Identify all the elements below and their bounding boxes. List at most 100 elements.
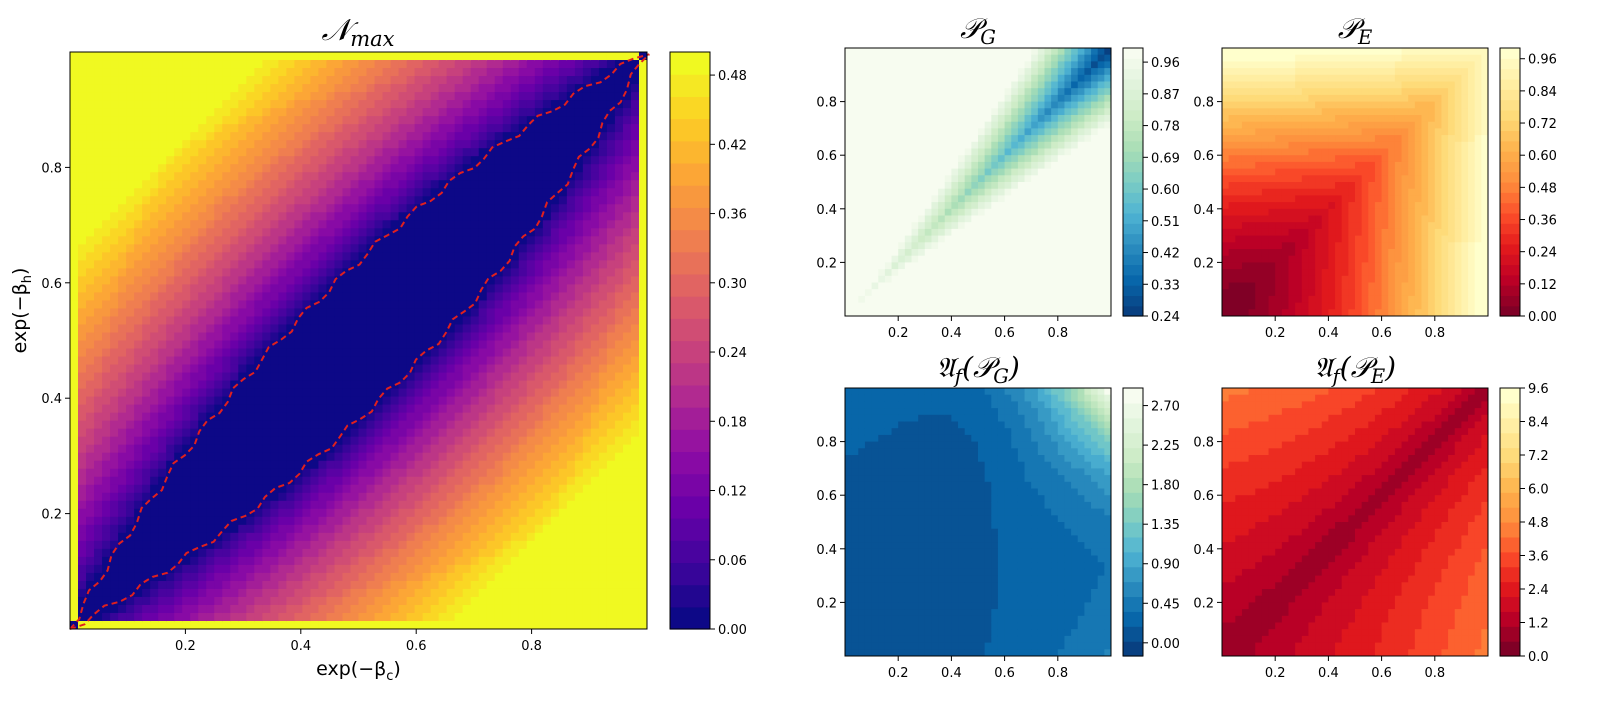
heatmap-cell [310,196,320,205]
heatmap-cell [142,492,151,502]
heatmap-cell [238,252,247,261]
heatmap-cell [478,564,488,574]
heatmap-cell [142,380,151,390]
heatmap-cell [310,460,320,470]
heatmap-cell [150,500,159,510]
heatmap-cell [134,260,143,269]
heatmap-cell [238,76,247,85]
heatmap-cell [462,412,472,422]
heatmap-cell [614,508,624,518]
heatmap-cell [126,364,135,374]
heatmap-cell [510,508,520,518]
heatmap-cell [286,164,295,173]
heatmap-cell [502,532,512,542]
heatmap-cell [254,124,263,133]
heatmap-cell [598,260,608,269]
heatmap-cell [326,92,336,101]
heatmap-cell [422,140,432,149]
heatmap-cell [310,116,320,125]
heatmap-cell [510,524,520,534]
heatmap-cell [406,476,416,486]
heatmap-cell [174,532,183,542]
heatmap-cell [606,444,616,454]
heatmap-cell [94,220,103,229]
heatmap-cell [398,396,408,406]
heatmap-cell [238,68,247,77]
heatmap-cell [606,500,616,510]
heatmap-cell [238,492,247,502]
heatmap-cell [262,524,271,534]
heatmap-cell [574,212,584,221]
heatmap-cell [438,324,448,334]
heatmap-cell [110,156,119,165]
heatmap-cell [454,396,464,406]
heatmap-cell [382,332,392,342]
heatmap-cell [302,404,312,414]
heatmap-cell [182,52,191,61]
heatmap-cell [350,100,360,109]
heatmap-cell [342,380,352,390]
heatmap-cell [126,540,135,550]
heatmap-cell [294,180,303,189]
heatmap-cell [238,524,247,534]
heatmap-cell [534,412,544,422]
heatmap-cell [574,556,584,566]
heatmap-cell [142,108,151,117]
heatmap-cell [414,140,424,149]
heatmap-cell [166,196,175,205]
heatmap-cell [182,92,191,101]
heatmap-cell [214,228,223,237]
heatmap-cell [574,460,584,470]
heatmap-cell [574,604,584,614]
heatmap-cell [558,300,568,310]
heatmap-cell [350,172,360,181]
heatmap-cell [382,380,392,390]
heatmap-cell [502,300,512,310]
heatmap-cell [502,404,512,414]
heatmap-cell [270,404,279,414]
heatmap-cell [622,228,632,237]
heatmap-cell [502,540,512,550]
heatmap-cell [230,116,239,125]
heatmap-cell [262,332,271,342]
heatmap-cell [190,372,199,382]
heatmap-cell [478,356,488,366]
heatmap-cell [302,68,312,77]
heatmap-cell [174,316,183,326]
heatmap-cell [390,412,400,422]
heatmap-cell [102,92,111,101]
heatmap-cell [590,380,600,390]
heatmap-cell [422,308,432,318]
heatmap-cell [126,340,135,350]
heatmap-cell [118,92,127,101]
heatmap-cell [566,412,576,422]
heatmap-cell [558,612,568,622]
heatmap-cell [198,404,207,414]
heatmap-cell [518,316,528,326]
heatmap-cell [614,524,624,534]
heatmap-cell [294,100,303,109]
heatmap-cell [606,356,616,366]
heatmap-cell [486,556,496,566]
heatmap-cell [470,140,480,149]
heatmap-cell [422,540,432,550]
heatmap-cell [294,316,303,326]
heatmap-cell [510,52,520,61]
heatmap-cell [206,380,215,390]
heatmap-cell [382,300,392,310]
heatmap-cell [510,460,520,470]
heatmap-cell [390,524,400,534]
heatmap-cell [70,380,79,390]
heatmap-cell [518,188,528,197]
heatmap-cell [94,124,103,133]
heatmap-cell [582,188,592,197]
heatmap-cell [126,436,135,446]
heatmap-cell [502,260,512,269]
heatmap-cell [382,260,392,269]
heatmap-cell [454,380,464,390]
heatmap-cell [270,612,279,622]
heatmap-cell [262,460,271,470]
heatmap-cell [118,556,127,566]
heatmap-cell [166,444,175,454]
heatmap-cell [486,268,496,277]
